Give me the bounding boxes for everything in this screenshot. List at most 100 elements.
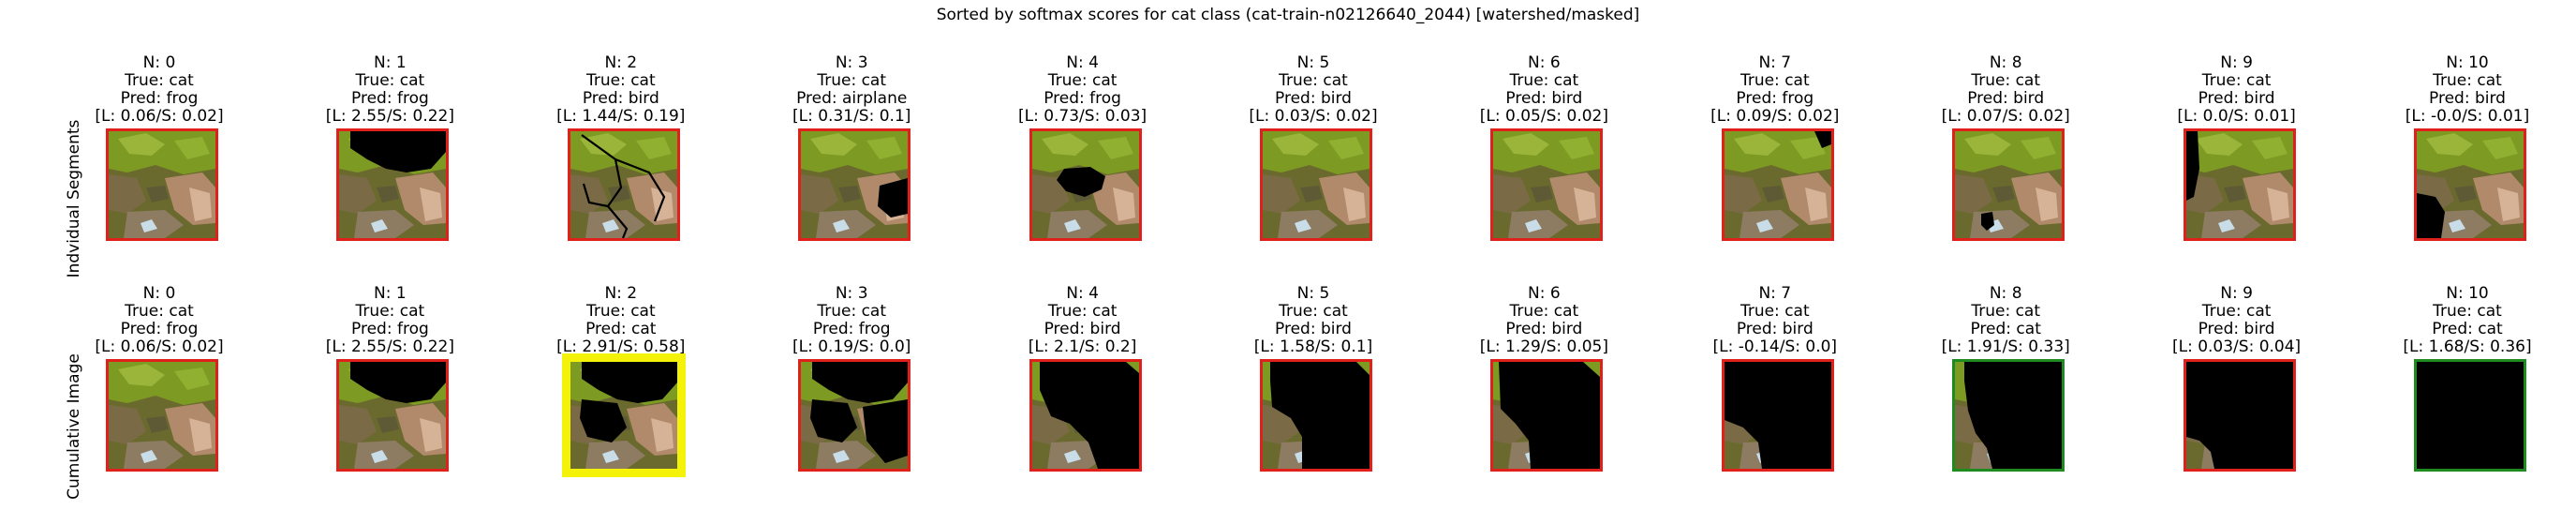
caption-n: N: 3 <box>739 285 964 303</box>
panel-row0-n4: N: 4 True: cat Pred: frog [L: 0.73/S: 0.03] <box>970 54 1195 279</box>
caption-n: N: 6 <box>1431 285 1656 303</box>
thumbnail-green-border <box>2414 359 2526 472</box>
panel-caption: N: 0 True: cat Pred: frog [L: 0.06/S: 0.02] <box>47 54 272 126</box>
panel-caption: N: 4 True: cat Pred: bird [L: 2.1/S: 0.2] <box>970 285 1195 356</box>
panel-caption: N: 3 True: cat Pred: airplane [L: 0.31/S: 0… <box>739 54 964 126</box>
thumbnail-red-border <box>2184 359 2296 472</box>
panel-row1-n8: N: 8 True: cat Pred: cat [L: 1.91/S: 0.33] <box>1893 285 2118 510</box>
cat-image-1-8 <box>1955 362 2062 469</box>
cat-image-0-8 <box>1955 131 2062 238</box>
caption-scores: [L: 0.07/S: 0.02] <box>1893 108 2118 126</box>
caption-true-label: True: cat <box>1201 72 1426 90</box>
thumbnail-red-border <box>2414 128 2526 241</box>
panel-row0-n10: N: 10 True: cat Pred: bird [L: -0.0/S: 0.01… <box>2355 54 2576 279</box>
panel-caption: N: 8 True: cat Pred: cat [L: 1.91/S: 0.33] <box>1893 285 2118 356</box>
caption-n: N: 2 <box>509 285 733 303</box>
panel-caption: N: 8 True: cat Pred: bird [L: 0.07/S: 0.02] <box>1893 54 2118 126</box>
cat-image-1-10 <box>2417 362 2524 469</box>
caption-n: N: 9 <box>2124 285 2349 303</box>
thumbnail-red-border <box>336 359 449 472</box>
caption-pred-label: Pred: frog <box>47 321 272 338</box>
panel-caption: N: 4 True: cat Pred: frog [L: 0.73/S: 0.03] <box>970 54 1195 126</box>
caption-n: N: 1 <box>277 285 502 303</box>
caption-n: N: 0 <box>47 285 272 303</box>
panel-row1-n4: N: 4 True: cat Pred: bird [L: 2.1/S: 0.2] <box>970 285 1195 510</box>
caption-scores: [L: 2.55/S: 0.22] <box>277 338 502 356</box>
caption-n: N: 3 <box>739 54 964 72</box>
panel-caption: N: 6 True: cat Pred: bird [L: 0.05/S: 0.02] <box>1431 54 1656 126</box>
panel-row0-n2: N: 2 True: cat Pred: bird [L: 1.44/S: 0.19] <box>509 54 733 279</box>
caption-pred-label: Pred: frog <box>970 90 1195 108</box>
caption-scores: [L: 0.73/S: 0.03] <box>970 108 1195 126</box>
panel-row1-n7: N: 7 True: cat Pred: bird [L: -0.14/S: 0.0] <box>1663 285 1888 510</box>
thumbnail-red-border <box>1952 128 2065 241</box>
caption-scores: [L: 0.09/S: 0.02] <box>1663 108 1888 126</box>
caption-true-label: True: cat <box>509 303 733 321</box>
cat-image-1-9 <box>2186 362 2293 469</box>
caption-n: N: 7 <box>1663 285 1888 303</box>
panel-caption: N: 0 True: cat Pred: frog [L: 0.06/S: 0.02] <box>47 285 272 356</box>
caption-scores: [L: 1.29/S: 0.05] <box>1431 338 1656 356</box>
cat-image-1-2 <box>570 362 677 469</box>
panel-row0-n8: N: 8 True: cat Pred: bird [L: 0.07/S: 0.02] <box>1893 54 2118 279</box>
caption-scores: [L: 1.58/S: 0.1] <box>1201 338 1426 356</box>
panel-row0-n6: N: 6 True: cat Pred: bird [L: 0.05/S: 0.02] <box>1431 54 1656 279</box>
panel-caption: N: 5 True: cat Pred: bird [L: 0.03/S: 0.02] <box>1201 54 1426 126</box>
caption-pred-label: Pred: bird <box>2355 90 2576 108</box>
caption-true-label: True: cat <box>1201 303 1426 321</box>
cat-image-0-1 <box>339 131 446 238</box>
panel-row1-n3: N: 3 True: cat Pred: frog [L: 0.19/S: 0.0] <box>739 285 964 510</box>
panel-caption: N: 10 True: cat Pred: cat [L: 1.68/S: 0.36] <box>2355 285 2576 356</box>
panel-caption: N: 10 True: cat Pred: bird [L: -0.0/S: 0.01… <box>2355 54 2576 126</box>
caption-scores: [L: 0.06/S: 0.02] <box>47 338 272 356</box>
panel-row0-n7: N: 7 True: cat Pred: frog [L: 0.09/S: 0.02] <box>1663 54 1888 279</box>
caption-true-label: True: cat <box>970 72 1195 90</box>
caption-true-label: True: cat <box>509 72 733 90</box>
cat-image-1-3 <box>801 362 908 469</box>
thumbnail-green-border <box>1952 359 2065 472</box>
caption-pred-label: Pred: frog <box>47 90 272 108</box>
caption-scores: [L: 0.03/S: 0.04] <box>2124 338 2349 356</box>
caption-n: N: 1 <box>277 54 502 72</box>
caption-true-label: True: cat <box>1663 303 1888 321</box>
caption-pred-label: Pred: cat <box>2355 321 2576 338</box>
cat-image-0-2 <box>570 131 677 238</box>
panel-caption: N: 6 True: cat Pred: bird [L: 1.29/S: 0.05] <box>1431 285 1656 356</box>
caption-scores: [L: -0.0/S: 0.01] <box>2355 108 2576 126</box>
thumbnail-yellow-border <box>562 353 686 477</box>
caption-pred-label: Pred: bird <box>2124 321 2349 338</box>
caption-scores: [L: 0.03/S: 0.02] <box>1201 108 1426 126</box>
caption-true-label: True: cat <box>1663 72 1888 90</box>
caption-pred-label: Pred: bird <box>1201 321 1426 338</box>
caption-true-label: True: cat <box>1431 303 1656 321</box>
caption-n: N: 10 <box>2355 54 2576 72</box>
caption-scores: [L: -0.14/S: 0.0] <box>1663 338 1888 356</box>
panel-caption: N: 9 True: cat Pred: bird [L: 0.03/S: 0.04] <box>2124 285 2349 356</box>
panel-row1-n2: N: 2 True: cat Pred: cat [L: 2.91/S: 0.58] <box>509 285 733 510</box>
caption-pred-label: Pred: bird <box>1201 90 1426 108</box>
thumbnail-red-border <box>106 128 218 241</box>
panel-caption: N: 3 True: cat Pred: frog [L: 0.19/S: 0.0] <box>739 285 964 356</box>
caption-true-label: True: cat <box>2124 303 2349 321</box>
panel-row0-n5: N: 5 True: cat Pred: bird [L: 0.03/S: 0.02] <box>1201 54 1426 279</box>
panel-caption: N: 7 True: cat Pred: frog [L: 0.09/S: 0.02] <box>1663 54 1888 126</box>
caption-n: N: 8 <box>1893 54 2118 72</box>
thumbnail-red-border <box>1722 359 1834 472</box>
cat-image-0-5 <box>1263 131 1369 238</box>
caption-n: N: 5 <box>1201 285 1426 303</box>
caption-n: N: 9 <box>2124 54 2349 72</box>
thumbnail-red-border <box>798 128 910 241</box>
cat-image-0-9 <box>2186 131 2293 238</box>
caption-pred-label: Pred: bird <box>1431 321 1656 338</box>
thumbnail-red-border <box>1029 128 1142 241</box>
caption-n: N: 4 <box>970 54 1195 72</box>
panel-row1-n1: N: 1 True: cat Pred: frog [L: 2.55/S: 0.22] <box>277 285 502 510</box>
caption-pred-label: Pred: frog <box>277 90 502 108</box>
caption-scores: [L: 0.31/S: 0.1] <box>739 108 964 126</box>
caption-true-label: True: cat <box>277 72 502 90</box>
caption-pred-label: Pred: frog <box>277 321 502 338</box>
caption-true-label: True: cat <box>2355 303 2576 321</box>
caption-true-label: True: cat <box>2124 72 2349 90</box>
caption-pred-label: Pred: bird <box>2124 90 2349 108</box>
caption-pred-label: Pred: cat <box>1893 321 2118 338</box>
